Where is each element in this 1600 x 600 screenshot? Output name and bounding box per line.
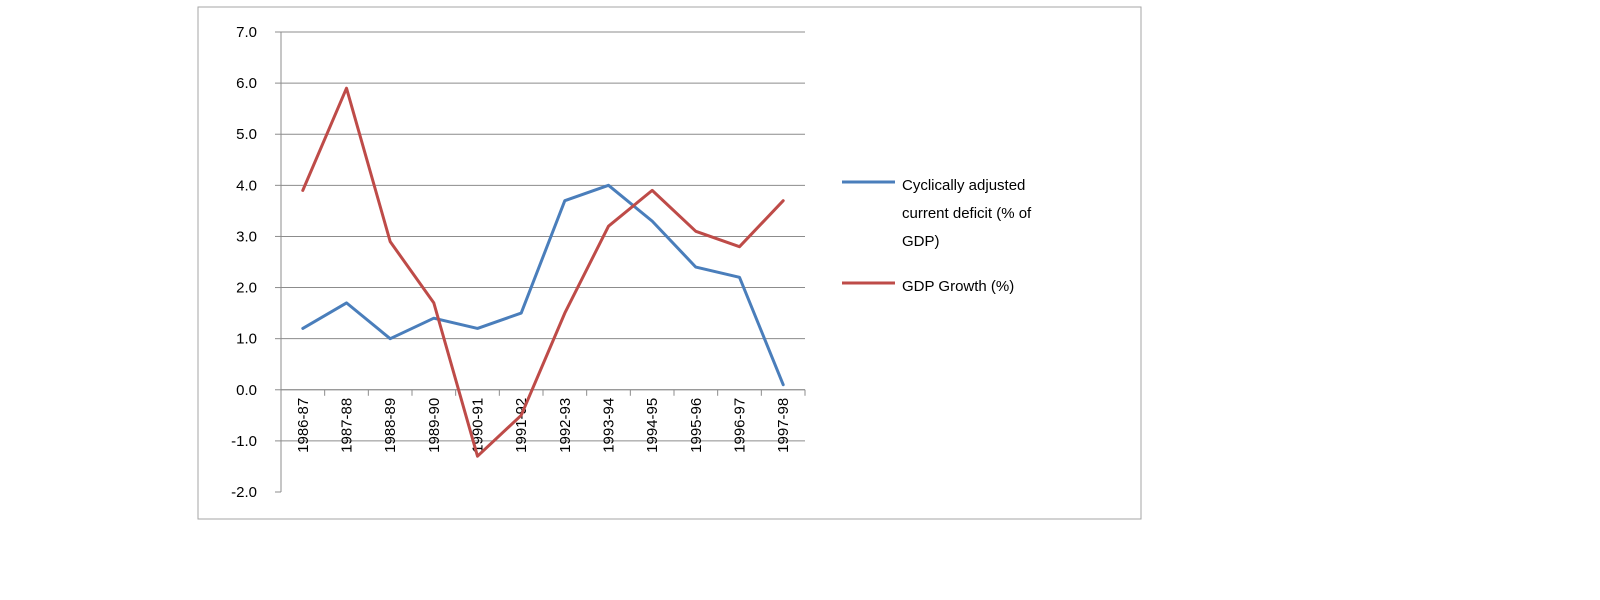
x-tick-label: 1989-90	[426, 398, 443, 453]
legend: Cyclically adjusted current deficit (% of…	[842, 177, 1032, 295]
data-point	[432, 301, 436, 305]
x-tick-label: 1991-92	[513, 398, 530, 453]
data-point	[781, 383, 785, 387]
data-point	[519, 413, 523, 417]
y-tick-label: -2.0	[231, 484, 257, 501]
data-point	[301, 188, 305, 192]
data-point	[650, 219, 654, 223]
y-tick-label: 6.0	[236, 75, 257, 92]
y-tick-label: 4.0	[236, 177, 257, 194]
data-point	[694, 265, 698, 269]
chart-border	[197, 6, 1142, 520]
gridlines	[281, 31, 805, 442]
data-point	[738, 245, 742, 249]
data-point	[694, 229, 698, 233]
y-axis-ticks: 7.0 6.0 5.0 4.0 3.0 2.0 1.0 0.0 -1.0 -2.0	[231, 24, 281, 501]
data-point	[301, 326, 305, 330]
legend-label: current deficit (% of	[902, 205, 1032, 222]
y-tick-label: -1.0	[231, 433, 257, 450]
legend-label: GDP)	[902, 233, 940, 250]
y-tick-label: 7.0	[236, 24, 257, 41]
y-tick-label: 3.0	[236, 228, 257, 245]
data-point	[388, 337, 392, 341]
data-point	[476, 326, 480, 330]
x-tick-label: 1987-88	[339, 398, 356, 453]
data-point	[519, 311, 523, 315]
x-tick-label: 1988-89	[382, 398, 399, 453]
x-tick-label: 1994-95	[644, 398, 661, 453]
data-point	[607, 183, 611, 187]
data-point	[607, 224, 611, 228]
y-tick-label: 1.0	[236, 331, 257, 348]
data-point	[476, 454, 480, 458]
x-tick-label: 1997-98	[775, 398, 792, 453]
data-point	[345, 86, 349, 90]
data-point	[432, 316, 436, 320]
data-point	[781, 199, 785, 203]
data-point	[738, 275, 742, 279]
series-line-1	[301, 183, 785, 387]
x-tick-label: 1993-94	[601, 398, 618, 453]
data-point	[345, 301, 349, 305]
data-point	[388, 240, 392, 244]
x-tick-label: 1996-97	[732, 398, 749, 453]
legend-label: GDP Growth (%)	[902, 278, 1014, 295]
data-point	[650, 188, 654, 192]
y-tick-label: 0.0	[236, 382, 257, 399]
x-tick-label: 1995-96	[688, 398, 705, 453]
x-tick-label: 1990-91	[470, 398, 487, 453]
data-point	[563, 199, 567, 203]
x-tick-label: 1986-87	[295, 398, 312, 453]
data-point	[563, 311, 567, 315]
series-line-2	[301, 86, 785, 458]
legend-label: Cyclically adjusted	[902, 177, 1025, 194]
series-lines	[301, 86, 785, 458]
x-axis-ticks: 1986-87 1987-88 1988-89 1989-90 1990-91 1991-…	[280, 389, 806, 453]
y-tick-label: 5.0	[236, 126, 257, 143]
y-tick-label: 2.0	[236, 280, 257, 297]
x-tick-label: 1992-93	[557, 398, 574, 453]
